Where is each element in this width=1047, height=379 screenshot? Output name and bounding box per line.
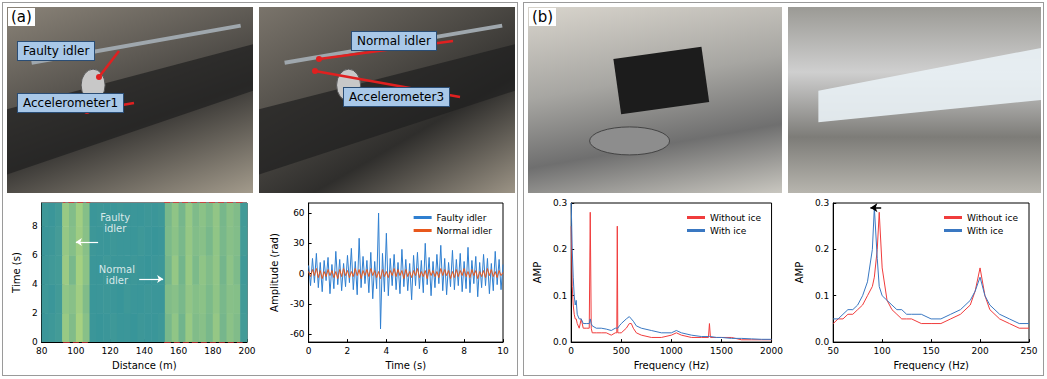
svg-text:0.2: 0.2	[815, 244, 829, 254]
svg-text:0: 0	[306, 346, 312, 356]
svg-text:0.2: 0.2	[553, 244, 567, 254]
html-text:Accelerometer3: Accelerometer3	[349, 90, 444, 104]
svg-text:0.3: 0.3	[815, 198, 829, 208]
svg-text:6: 6	[422, 346, 428, 356]
svg-text:0.0: 0.0	[553, 337, 568, 347]
html-text:Accelerometer1: Accelerometer1	[23, 96, 118, 110]
svg-text:8: 8	[461, 346, 467, 356]
svg-text:2: 2	[345, 346, 351, 356]
svg-text:Time (s): Time (s)	[384, 360, 426, 371]
svg-text:150: 150	[923, 346, 940, 356]
svg-text:0.3: 0.3	[553, 198, 567, 208]
svg-text:250: 250	[1020, 346, 1037, 356]
svg-text:4: 4	[32, 279, 38, 289]
svg-text:idler: idler	[104, 223, 127, 234]
svg-text:30: 30	[293, 238, 305, 248]
svg-text:With ice: With ice	[710, 226, 747, 236]
svg-text:60: 60	[293, 208, 305, 218]
svg-text:With ice: With ice	[967, 226, 1004, 236]
svg-text:6: 6	[32, 250, 38, 260]
svg-text:-30: -30	[290, 299, 305, 309]
svg-text:2: 2	[32, 308, 38, 318]
svg-text:0.1: 0.1	[553, 291, 567, 301]
html-text:Faulty idler: Faulty idler	[23, 44, 90, 58]
svg-text:Amplitude (rad): Amplitude (rad)	[269, 233, 280, 312]
svg-text:Time (s): Time (s)	[11, 252, 22, 294]
svg-text:0.0: 0.0	[814, 337, 830, 348]
svg-text:Faulty idler: Faulty idler	[437, 213, 487, 223]
svg-text:200: 200	[238, 346, 255, 356]
svg-text:160: 160	[170, 346, 187, 356]
svg-text:200: 200	[971, 346, 988, 356]
svg-text:10: 10	[497, 346, 509, 356]
svg-text:500: 500	[613, 346, 630, 356]
svg-text:0.1: 0.1	[815, 291, 829, 301]
svg-text:AMP: AMP	[532, 262, 543, 284]
svg-text:AMP: AMP	[794, 262, 805, 284]
svg-text:1500: 1500	[710, 346, 733, 356]
svg-text:0: 0	[31, 337, 38, 348]
svg-text:180: 180	[204, 346, 221, 356]
svg-text:Frequency (Hz): Frequency (Hz)	[893, 360, 969, 371]
svg-text:8: 8	[32, 221, 38, 231]
svg-text:Normal: Normal	[99, 264, 135, 275]
svg-text:50: 50	[827, 346, 839, 356]
svg-text:100: 100	[67, 346, 84, 356]
svg-text:100: 100	[874, 346, 891, 356]
svg-text:Normal idler: Normal idler	[437, 226, 493, 236]
svg-text:Distance (m): Distance (m)	[112, 360, 177, 371]
html-text:Normal idler: Normal idler	[357, 34, 431, 48]
svg-text:2000: 2000	[760, 346, 783, 356]
svg-text:Without ice: Without ice	[967, 213, 1018, 223]
svg-text:0: 0	[299, 269, 305, 279]
html-text:(a): (a)	[11, 8, 32, 26]
svg-text:4: 4	[383, 346, 389, 356]
svg-text:Without ice: Without ice	[710, 213, 761, 223]
svg-text:120: 120	[101, 346, 118, 356]
svg-text:idler: idler	[106, 275, 129, 286]
svg-text:-60: -60	[290, 329, 305, 339]
svg-text:0: 0	[568, 346, 574, 356]
svg-text:80: 80	[36, 346, 48, 356]
svg-text:140: 140	[136, 346, 153, 356]
html-text:(b): (b)	[532, 8, 554, 26]
svg-text:Frequency (Hz): Frequency (Hz)	[634, 360, 710, 371]
svg-text:1000: 1000	[660, 346, 683, 356]
svg-text:Faulty: Faulty	[100, 212, 130, 223]
